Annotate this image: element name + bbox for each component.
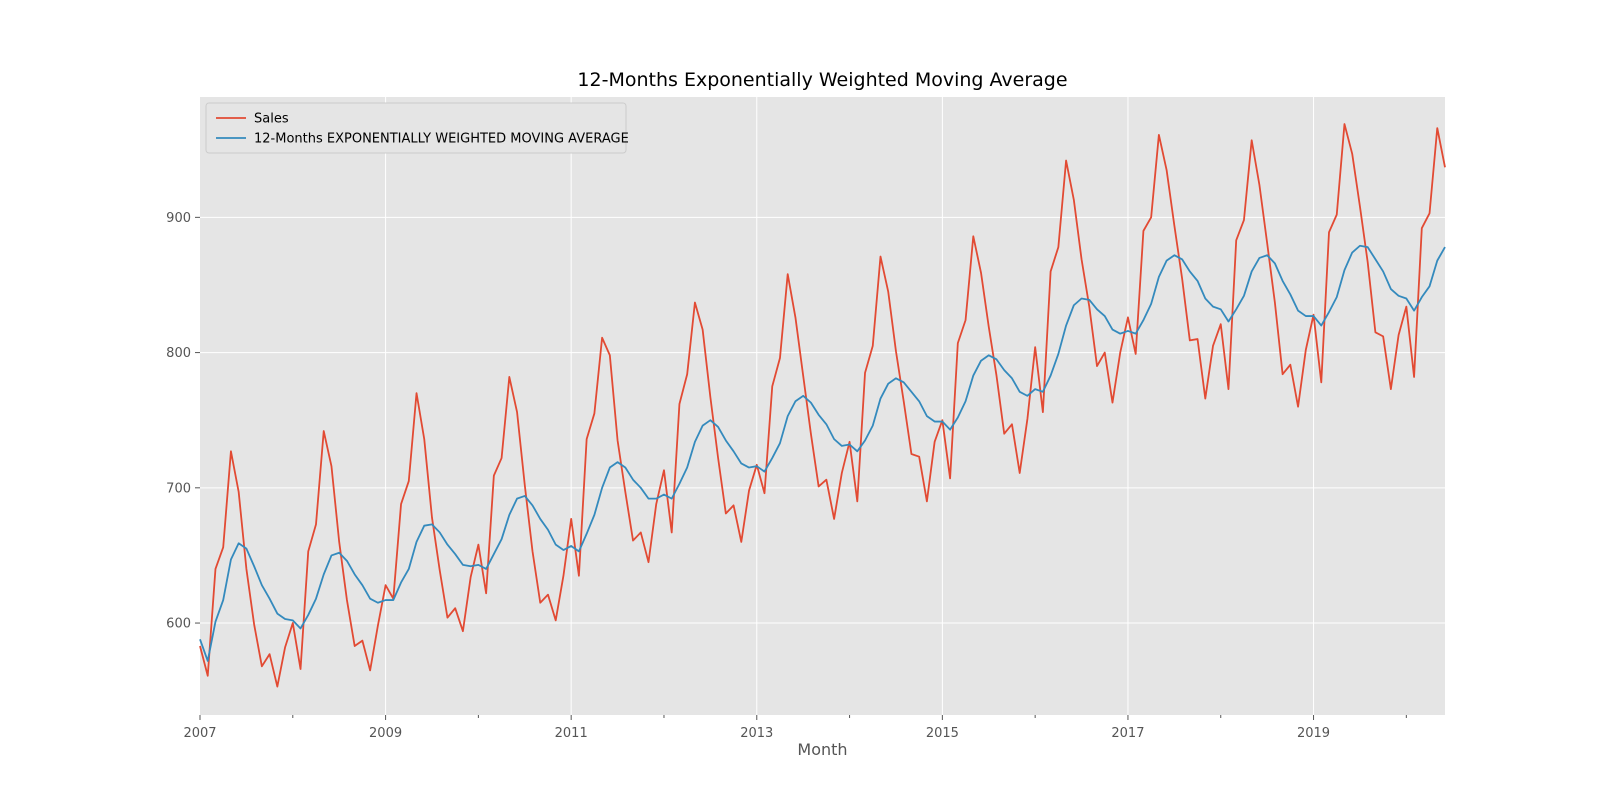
series-lines xyxy=(199,123,1446,688)
y-tick-label: 700 xyxy=(166,481,191,496)
x-tick-label: 2011 xyxy=(555,726,588,741)
legend: Sales 12-Months EXPONENTIALLY WEIGHTED MO… xyxy=(205,102,629,154)
series-line-sales xyxy=(199,123,1446,688)
legend-label: Sales xyxy=(254,112,289,127)
y-tick-label: 900 xyxy=(166,211,191,226)
chart-title: 12-Months Exponentially Weighted Moving … xyxy=(577,69,1067,91)
legend-box xyxy=(205,102,627,154)
x-tick-label: 2015 xyxy=(926,726,959,741)
x-tick-label: 2013 xyxy=(740,726,773,741)
x-tick-label: 2007 xyxy=(183,726,216,741)
x-tick-label: 2017 xyxy=(1111,726,1144,741)
x-axis-title: Month xyxy=(797,740,847,759)
y-tick-label: 600 xyxy=(166,617,191,632)
series-line-ewma xyxy=(199,244,1446,662)
y-tick-label: 800 xyxy=(166,346,191,361)
axes: 600 700 800 900 2007 2009 2011 2013 2015 2017 2019 xyxy=(166,211,1407,741)
legend-label: 12-Months EXPONENTIALLY WEIGHTED MOVING … xyxy=(254,132,629,147)
x-tick-label: 2009 xyxy=(369,726,402,741)
plot-background xyxy=(200,97,1445,715)
x-tick-label: 2019 xyxy=(1297,726,1330,741)
gridlines xyxy=(200,97,1445,715)
